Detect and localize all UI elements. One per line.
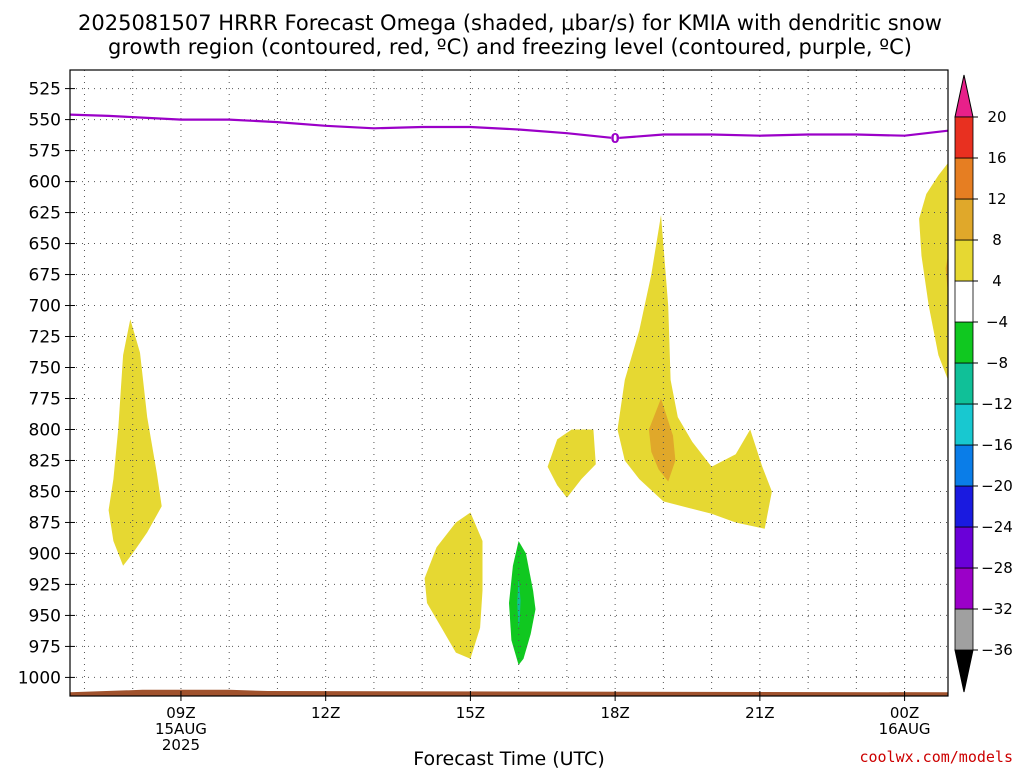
y-tick-label-650: 650 bbox=[29, 235, 61, 255]
x-tick-label-18-0: 18Z bbox=[600, 704, 629, 722]
y-tick-label-925: 925 bbox=[29, 575, 61, 595]
colorbar-label-9: 4 bbox=[992, 272, 1002, 290]
colorbar-segment-9 bbox=[954, 239, 974, 282]
y-tick-label-1000: 1000 bbox=[18, 668, 61, 688]
y-tick-label-800: 800 bbox=[29, 420, 61, 440]
omega-region-7 bbox=[919, 163, 948, 380]
colorbar-under-triangle bbox=[954, 649, 974, 693]
colorbar-label-6: −12 bbox=[981, 395, 1013, 413]
surface-band-layer bbox=[70, 689, 948, 696]
colorbar-label-8: −4 bbox=[986, 313, 1008, 331]
x-axis-label: Forecast Time (UTC) bbox=[413, 748, 604, 768]
colorbar-segment-5 bbox=[954, 403, 974, 446]
freezing-level-label-bg bbox=[611, 131, 620, 146]
x-tick-label-9-0: 09Z bbox=[166, 704, 195, 722]
colorbar-over-triangle bbox=[954, 74, 974, 118]
colorbar-segment-12 bbox=[954, 116, 974, 159]
y-tick-label-625: 625 bbox=[29, 204, 61, 224]
omega-region-1 bbox=[424, 512, 483, 659]
colorbar-segment-2 bbox=[954, 526, 974, 569]
y-tick-label-675: 675 bbox=[29, 266, 61, 286]
y-tick-label-950: 950 bbox=[29, 606, 61, 626]
colorbar-label-7: −8 bbox=[986, 354, 1008, 372]
y-tick-label-750: 750 bbox=[29, 359, 61, 379]
y-tick-label-525: 525 bbox=[29, 80, 61, 100]
colorbar-segment-8 bbox=[954, 280, 974, 323]
chart-title-line-2: growth region (contoured, red, ºC) and f… bbox=[108, 35, 912, 59]
colorbar-segment-7 bbox=[954, 321, 974, 364]
colorbar-segment-6 bbox=[954, 362, 974, 405]
y-tick-label-725: 725 bbox=[29, 328, 61, 348]
colorbar-segment-11 bbox=[954, 157, 974, 200]
colorbar-label-4: −20 bbox=[981, 477, 1013, 495]
x-tick-label-9-1: 15AUG bbox=[155, 720, 207, 738]
y-tick-label-775: 775 bbox=[29, 389, 61, 409]
y-tick-label-550: 550 bbox=[29, 111, 61, 131]
omega-region-0 bbox=[108, 319, 162, 566]
x-tick-label-24-0: 00Z bbox=[890, 704, 919, 722]
colorbar-segment-0 bbox=[954, 608, 974, 651]
credit-text: coolwx.com/models bbox=[859, 748, 1013, 766]
colorbar-label-2: −28 bbox=[981, 559, 1013, 577]
omega-region-5 bbox=[617, 215, 772, 529]
surface-band bbox=[70, 689, 948, 696]
freezing-level-layer: 0 bbox=[69, 113, 949, 147]
y-tick-label-600: 600 bbox=[29, 173, 61, 193]
colorbar-segment-4 bbox=[954, 444, 974, 487]
omega-region-2 bbox=[509, 541, 536, 665]
colorbar-label-13: 20 bbox=[987, 108, 1006, 126]
x-tick-label-9-2: 2025 bbox=[162, 736, 200, 754]
y-tick-label-700: 700 bbox=[29, 297, 61, 317]
x-tick-label-12-0: 12Z bbox=[311, 704, 340, 722]
colorbar: −36 −32 −28 −24 −20 −16 −12 −8 −4 4 8 12 16 20 bbox=[954, 74, 1013, 693]
colorbar-label-5: −16 bbox=[981, 436, 1013, 454]
colorbar-segment-1 bbox=[954, 567, 974, 610]
y-tick-label-825: 825 bbox=[29, 451, 61, 471]
colorbar-segment-3 bbox=[954, 485, 974, 528]
freezing-level-line bbox=[69, 113, 949, 140]
colorbar-label-10: 8 bbox=[992, 231, 1002, 249]
x-tick-label-15-0: 15Z bbox=[456, 704, 485, 722]
plot-frame bbox=[69, 69, 949, 697]
y-tick-label-875: 875 bbox=[29, 513, 61, 533]
y-tick-label-575: 575 bbox=[29, 142, 61, 162]
omega-region-3 bbox=[517, 578, 521, 628]
y-tick-label-975: 975 bbox=[29, 637, 61, 657]
colorbar-label-1: −32 bbox=[981, 600, 1013, 618]
plot-grid bbox=[70, 70, 948, 696]
omega-shaded-regions bbox=[108, 163, 948, 665]
y-tick-label-900: 900 bbox=[29, 544, 61, 564]
colorbar-label-3: −24 bbox=[981, 518, 1013, 536]
x-tick-label-21-0: 21Z bbox=[745, 704, 774, 722]
colorbar-label-12: 16 bbox=[987, 149, 1006, 167]
omega-region-6 bbox=[648, 398, 676, 482]
colorbar-label-11: 12 bbox=[987, 190, 1006, 208]
x-tick-label-24-1: 16AUG bbox=[879, 720, 931, 738]
freezing-level-label: 0 bbox=[611, 132, 620, 147]
y-axis-ticks: 525 550 575 600 625 650 675 700 725 750 775 800 825 8… bbox=[18, 80, 75, 688]
omega-region-4 bbox=[547, 429, 596, 498]
chart-title-line-1: 2025081507 HRRR Forecast Omega (shaded, … bbox=[78, 11, 942, 35]
y-tick-label-850: 850 bbox=[29, 482, 61, 502]
colorbar-segment-10 bbox=[954, 198, 974, 241]
colorbar-label-0: −36 bbox=[981, 641, 1013, 659]
